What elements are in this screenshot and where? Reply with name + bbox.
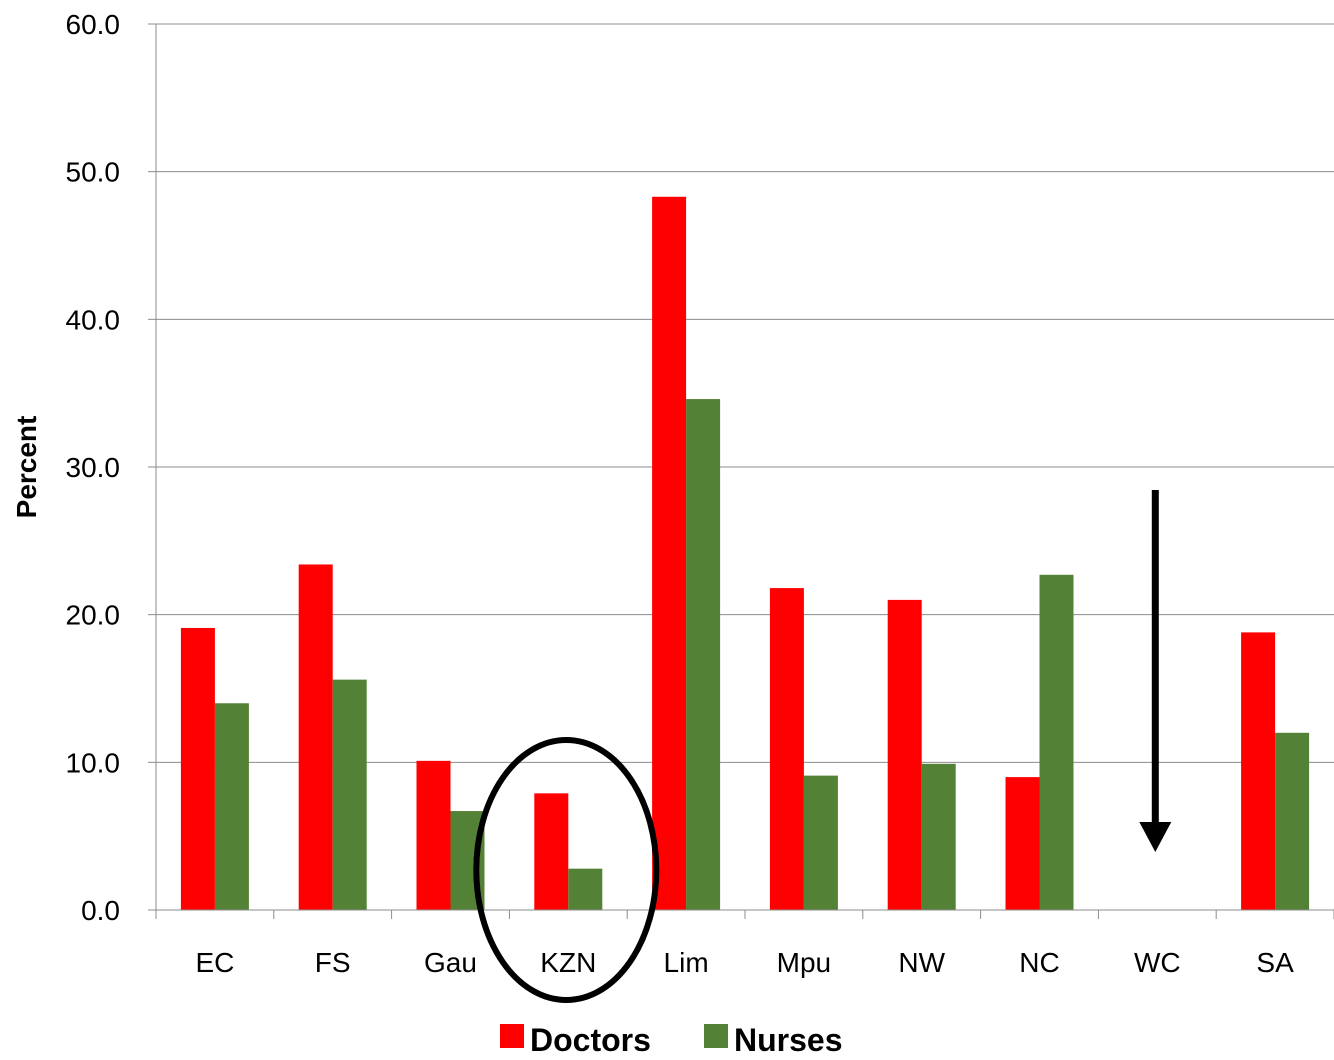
legend: Doctors Nurses [500,1022,843,1058]
x-tick-label: SA [1256,947,1294,978]
y-tick-labels: 0.0 10.0 20.0 30.0 40.0 50.0 60.0 [66,9,121,926]
y-tick-label: 30.0 [66,452,121,483]
y-tick-label: 10.0 [66,747,121,778]
bars [180,196,1310,910]
bar-nurses-sa [1275,732,1310,910]
legend-label-doctors: Doctors [530,1022,651,1058]
x-tick-label: FS [315,947,351,978]
x-tick-label: NW [898,947,945,978]
bar-nurses-ec [214,703,249,910]
bar-doctors-fs [298,564,333,910]
legend-swatch-doctors [500,1024,524,1048]
legend-label-nurses: Nurses [734,1022,843,1058]
annotations [473,490,1172,1003]
bar-doctors-kzn [534,793,569,910]
y-tick-label: 0.0 [81,895,120,926]
x-tick-label: KZN [540,947,596,978]
y-tick-label: 20.0 [66,600,121,631]
bar-nurses-mpu [803,775,838,910]
bar-doctors-mpu [769,588,804,910]
y-tick-label: 40.0 [66,304,121,335]
bar-nurses-nc [1039,574,1074,910]
bar-nurses-kzn [568,868,603,910]
x-tick-label: WC [1134,947,1181,978]
bar-doctors-sa [1241,632,1276,910]
bar-nurses-nw [921,763,956,910]
bar-nurses-lim [686,399,721,910]
x-tick-label: NC [1019,947,1059,978]
x-tick-label: Mpu [777,947,831,978]
x-tick-label: Lim [664,947,709,978]
legend-swatch-nurses [704,1024,728,1048]
x-tick-labels: EC FS Gau KZN Lim Mpu NW NC WC SA [195,947,1294,978]
axes [155,24,1334,911]
highlight-ellipse-kzn [473,737,660,1003]
bar-doctors-gau [416,760,451,910]
bar-doctors-ec [180,627,215,910]
bar-doctors-nw [887,599,922,910]
bar-nurses-fs [332,679,367,910]
y-tick-label: 60.0 [66,9,121,40]
bar-doctors-lim [652,196,687,910]
y-tick-label: 50.0 [66,157,121,188]
arrow-head-wc [1139,822,1172,852]
x-tick-label: Gau [424,947,477,978]
x-tick-label: EC [195,947,234,978]
bar-doctors-nc [1005,777,1040,910]
y-axis-title: Percent [11,416,42,519]
